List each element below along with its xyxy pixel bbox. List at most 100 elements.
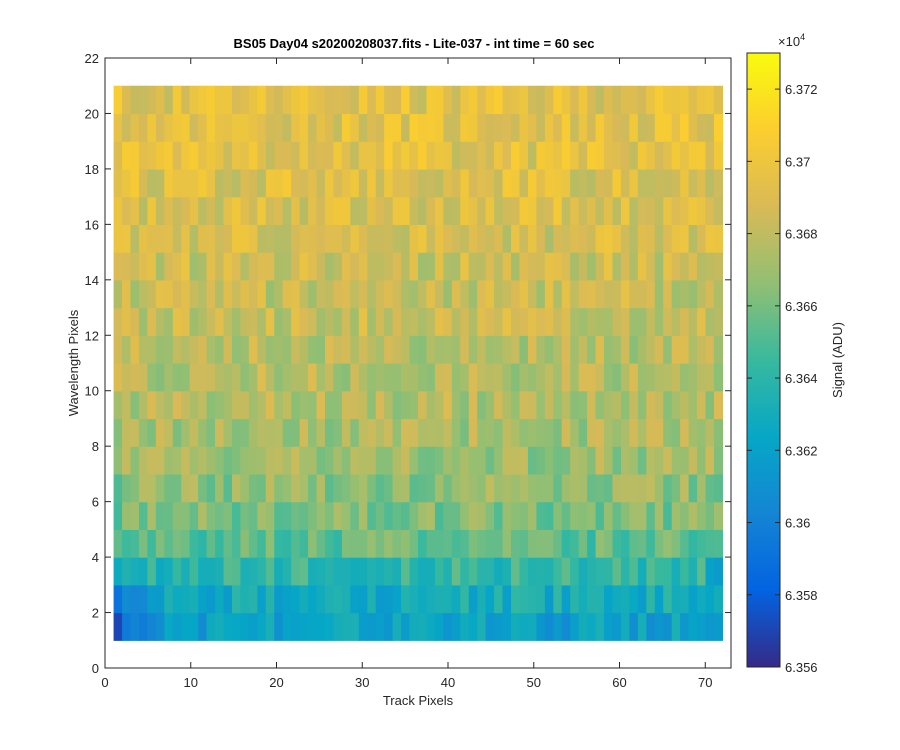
heatmap-cell [189, 141, 199, 170]
heatmap-cell [705, 363, 715, 392]
heatmap-cell [485, 168, 495, 198]
heatmap-cell [654, 529, 664, 558]
heatmap-cell [138, 473, 148, 503]
heatmap-cell [172, 141, 182, 170]
heatmap-cell [198, 612, 208, 641]
heatmap-cell [519, 252, 529, 281]
heatmap-cell [443, 335, 453, 364]
heatmap-cell [206, 307, 216, 336]
heatmap-cell [426, 363, 436, 392]
heatmap-cell [637, 363, 647, 392]
heatmap-cell [350, 113, 360, 142]
heatmap-cell [282, 85, 292, 115]
heatmap-cell [215, 501, 225, 530]
heatmap-cell [206, 612, 216, 641]
heatmap-cell [130, 279, 140, 309]
heatmap-cell [198, 252, 208, 281]
heatmap-cell [663, 224, 673, 253]
heatmap-cell [138, 446, 148, 475]
heatmap-cell [604, 335, 614, 364]
heatmap-cell [553, 224, 563, 253]
heatmap-cell [113, 612, 123, 641]
heatmap-cell [680, 473, 690, 503]
heatmap-cell [189, 390, 199, 420]
heatmap-cell [181, 85, 191, 115]
heatmap-cell [308, 113, 318, 142]
heatmap-cell [350, 584, 360, 614]
heatmap-cell [688, 113, 698, 142]
heatmap-cell [324, 252, 335, 281]
heatmap-cell [612, 584, 622, 614]
heatmap-cell [620, 224, 631, 253]
heatmap-cell [519, 335, 529, 364]
heatmap-cell [527, 363, 537, 392]
heatmap-cell [587, 612, 597, 641]
heatmap-cell [147, 279, 157, 309]
heatmap-cell [392, 473, 402, 503]
heatmap-cell [620, 279, 631, 309]
heatmap-cell [401, 473, 411, 503]
heatmap-cell [248, 279, 258, 309]
heatmap-cell [587, 113, 597, 142]
heatmap-cell [434, 307, 444, 336]
heatmap-cell [570, 85, 580, 115]
heatmap-cell [384, 224, 394, 253]
heatmap-cell [409, 335, 419, 364]
heatmap-cell [384, 418, 394, 447]
heatmap-cell [113, 501, 123, 530]
heatmap-cell [544, 113, 554, 142]
heatmap-cell [409, 113, 419, 142]
heatmap-cell [358, 307, 368, 336]
heatmap-cell [553, 335, 563, 364]
heatmap-cell [511, 307, 521, 336]
heatmap-cell [282, 141, 292, 170]
heatmap-cell [257, 446, 267, 475]
heatmap-cell [646, 473, 656, 503]
heatmap-cell [570, 279, 580, 309]
heatmap-cell [418, 557, 428, 586]
heatmap-cell [282, 446, 292, 475]
heatmap-cell [680, 224, 690, 253]
heatmap-cell [620, 141, 631, 170]
heatmap-cell [375, 557, 385, 586]
heatmap-cell [671, 557, 681, 586]
heatmap-cell [604, 473, 614, 503]
heatmap-cell [147, 335, 157, 364]
heatmap-cell [401, 85, 411, 115]
heatmap-cell [680, 612, 690, 641]
heatmap-cell [536, 390, 546, 420]
heatmap-cell [494, 85, 504, 115]
heatmap-cell [544, 335, 554, 364]
heatmap-cell [299, 307, 309, 336]
heatmap-cell [164, 363, 174, 392]
heatmap-cell [138, 307, 148, 336]
heatmap-cell [680, 335, 690, 364]
heatmap-cell [544, 557, 554, 586]
heatmap-cell [620, 584, 631, 614]
heatmap-cell [316, 363, 326, 392]
heatmap-cell [646, 85, 656, 115]
heatmap-cell [587, 446, 597, 475]
heatmap-cell [494, 390, 504, 420]
heatmap-cell [274, 168, 284, 198]
heatmap-cell [494, 252, 504, 281]
heatmap-cell [316, 473, 326, 503]
heatmap-cell [451, 557, 461, 586]
heatmap-cell [113, 196, 123, 225]
heatmap-cell [561, 196, 571, 225]
heatmap-cell [316, 446, 326, 475]
heatmap-cell [502, 252, 512, 281]
heatmap-cell [198, 501, 208, 530]
heatmap-cell [409, 584, 419, 614]
heatmap-cell [324, 584, 335, 614]
heatmap-cell [587, 529, 597, 558]
heatmap-cell [350, 557, 360, 586]
y-tick-label: 2 [92, 606, 99, 621]
y-tick-label: 10 [85, 384, 99, 399]
heatmap-cell [697, 473, 707, 503]
heatmap-cell [713, 557, 724, 586]
heatmap-cell [536, 557, 546, 586]
heatmap-cell [147, 390, 157, 420]
heatmap-cell [223, 224, 233, 253]
heatmap-cell [409, 557, 419, 586]
